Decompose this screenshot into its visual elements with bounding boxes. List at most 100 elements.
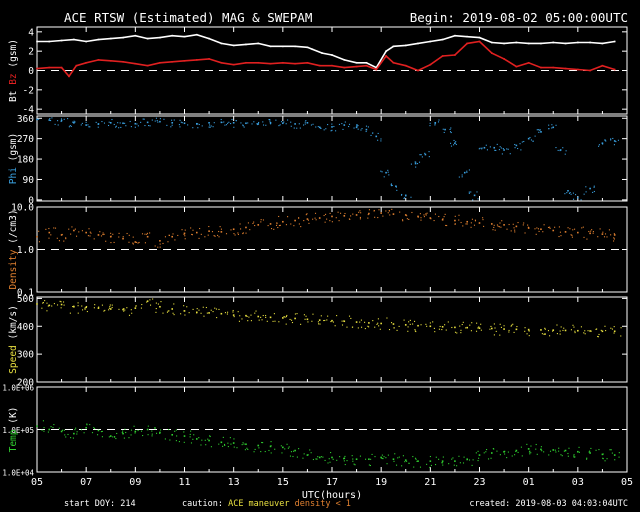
- data-point-temp: [563, 450, 565, 452]
- x-tick-label: 19: [375, 477, 387, 488]
- data-point-speed: [227, 311, 229, 313]
- data-point-density: [159, 243, 161, 245]
- data-point-temp: [125, 431, 127, 434]
- data-point-phi: [416, 163, 419, 165]
- data-point-density: [417, 216, 419, 218]
- data-point-phi: [275, 119, 277, 121]
- data-point-density: [314, 212, 317, 214]
- data-point-density: [601, 233, 604, 235]
- data-point-speed: [72, 306, 74, 308]
- data-point-density: [253, 221, 255, 223]
- data-point-density: [535, 233, 537, 235]
- data-point-speed: [477, 327, 479, 329]
- data-point-phi: [120, 126, 122, 129]
- data-point-speed: [248, 316, 250, 318]
- y-axis-label-mag: Bt Bz (gsm): [8, 39, 19, 102]
- data-point-speed: [408, 321, 410, 323]
- data-point-phi: [478, 148, 480, 150]
- data-point-speed: [101, 304, 103, 306]
- data-point-temp: [526, 443, 528, 445]
- y-tick-label-temp: 1.0E+04: [2, 469, 34, 478]
- data-point-phi: [552, 126, 555, 129]
- data-point-temp: [243, 443, 245, 445]
- data-point-density: [260, 219, 262, 221]
- data-point-temp: [346, 460, 348, 462]
- data-point-speed: [459, 325, 461, 327]
- data-point-phi: [551, 124, 553, 126]
- data-point-phi: [617, 139, 619, 141]
- data-point-phi: [585, 186, 587, 188]
- data-point-density: [359, 210, 361, 212]
- data-point-phi: [380, 140, 382, 142]
- data-point-temp: [487, 458, 490, 460]
- data-point-bt: [85, 40, 87, 43]
- data-point-temp: [232, 442, 235, 444]
- data-point-density: [198, 237, 200, 239]
- data-point-temp: [222, 445, 224, 447]
- data-point-speed: [480, 329, 482, 331]
- y-tick-label-speed: 400: [17, 322, 34, 333]
- data-point-temp: [386, 463, 388, 465]
- data-point-speed: [378, 325, 380, 327]
- data-point-temp: [477, 460, 479, 462]
- data-point-phi: [89, 126, 91, 128]
- data-point-temp: [374, 456, 376, 458]
- data-point-speed: [527, 328, 530, 331]
- data-point-density: [591, 229, 593, 231]
- data-point-temp: [268, 449, 270, 452]
- data-point-phi: [196, 122, 198, 125]
- data-point-temp: [176, 435, 178, 437]
- data-point-speed: [283, 316, 285, 318]
- data-point-temp: [602, 453, 604, 455]
- data-point-speed: [155, 302, 157, 304]
- data-point-density: [494, 229, 496, 231]
- y-axis-label-part: (gsm): [8, 133, 19, 167]
- data-point-density: [254, 224, 256, 227]
- data-point-temp: [247, 448, 249, 451]
- data-point-temp: [43, 430, 45, 432]
- data-point-phi: [536, 129, 538, 131]
- data-point-speed: [254, 312, 256, 314]
- data-point-speed: [307, 321, 309, 323]
- data-point-temp: [586, 458, 588, 460]
- data-point-density: [277, 226, 279, 229]
- y-axis-label-part: Density: [8, 249, 19, 289]
- data-point-density: [478, 222, 481, 224]
- data-point-speed: [237, 311, 239, 313]
- data-point-speed: [42, 302, 44, 304]
- data-point-phi: [97, 123, 99, 125]
- data-point-speed: [111, 304, 113, 306]
- y-tick-label-density: 0.1: [17, 288, 34, 299]
- data-point-speed: [167, 310, 169, 312]
- data-point-bz: [109, 60, 112, 62]
- y-axis-label-part: Temp: [8, 429, 19, 452]
- data-point-temp: [558, 450, 560, 452]
- data-point-speed: [469, 324, 471, 326]
- data-point-temp: [193, 434, 195, 436]
- data-point-temp: [404, 459, 407, 461]
- data-point-temp: [458, 455, 460, 457]
- data-point-speed: [348, 315, 351, 317]
- data-point-bz: [478, 40, 481, 43]
- data-point-phi: [610, 138, 612, 140]
- data-point-density: [417, 215, 419, 218]
- data-point-speed: [241, 318, 243, 320]
- data-point-density: [458, 219, 460, 221]
- data-point-bt: [311, 48, 314, 51]
- data-point-density: [232, 228, 235, 231]
- data-point-bz: [589, 69, 591, 72]
- data-point-phi: [458, 176, 460, 178]
- data-point-speed: [341, 324, 344, 326]
- data-point-phi: [201, 125, 203, 127]
- data-point-phi: [269, 120, 271, 122]
- data-point-speed: [413, 320, 416, 322]
- data-point-phi: [468, 169, 470, 171]
- data-point-speed: [56, 304, 59, 306]
- data-point-density: [162, 242, 164, 245]
- data-point-speed: [146, 300, 149, 302]
- data-point-temp: [140, 430, 143, 432]
- data-point-temp: [195, 438, 198, 440]
- data-point-density: [385, 210, 387, 212]
- data-point-phi: [612, 137, 614, 140]
- data-point-density: [540, 228, 542, 231]
